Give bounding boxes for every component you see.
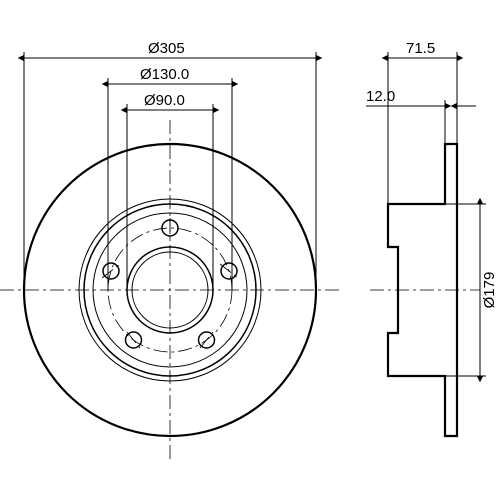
dim-d179-text: Ø179 xyxy=(481,272,498,309)
dim-d305-text: Ø305 xyxy=(148,40,185,57)
dim-d305: Ø305 xyxy=(24,40,316,58)
front-view: Ø305 Ø130.0 Ø90.0 xyxy=(0,40,340,460)
technical-drawing: Ø305 Ø130.0 Ø90.0 71.5 xyxy=(0,0,500,500)
dim-flange: 12.0 xyxy=(366,88,476,106)
dim-flange-text: 12.0 xyxy=(366,88,395,105)
dim-d130: Ø130.0 xyxy=(108,66,232,84)
dim-width-text: 71.5 xyxy=(406,40,435,57)
dim-d90: Ø90.0 xyxy=(127,92,213,110)
dim-d90-text: Ø90.0 xyxy=(144,92,185,109)
dim-d130-text: Ø130.0 xyxy=(140,66,189,83)
dim-d179: Ø179 xyxy=(480,204,498,376)
side-view: 71.5 12.0 Ø179 xyxy=(366,40,498,436)
dim-width: 71.5 xyxy=(388,40,457,58)
